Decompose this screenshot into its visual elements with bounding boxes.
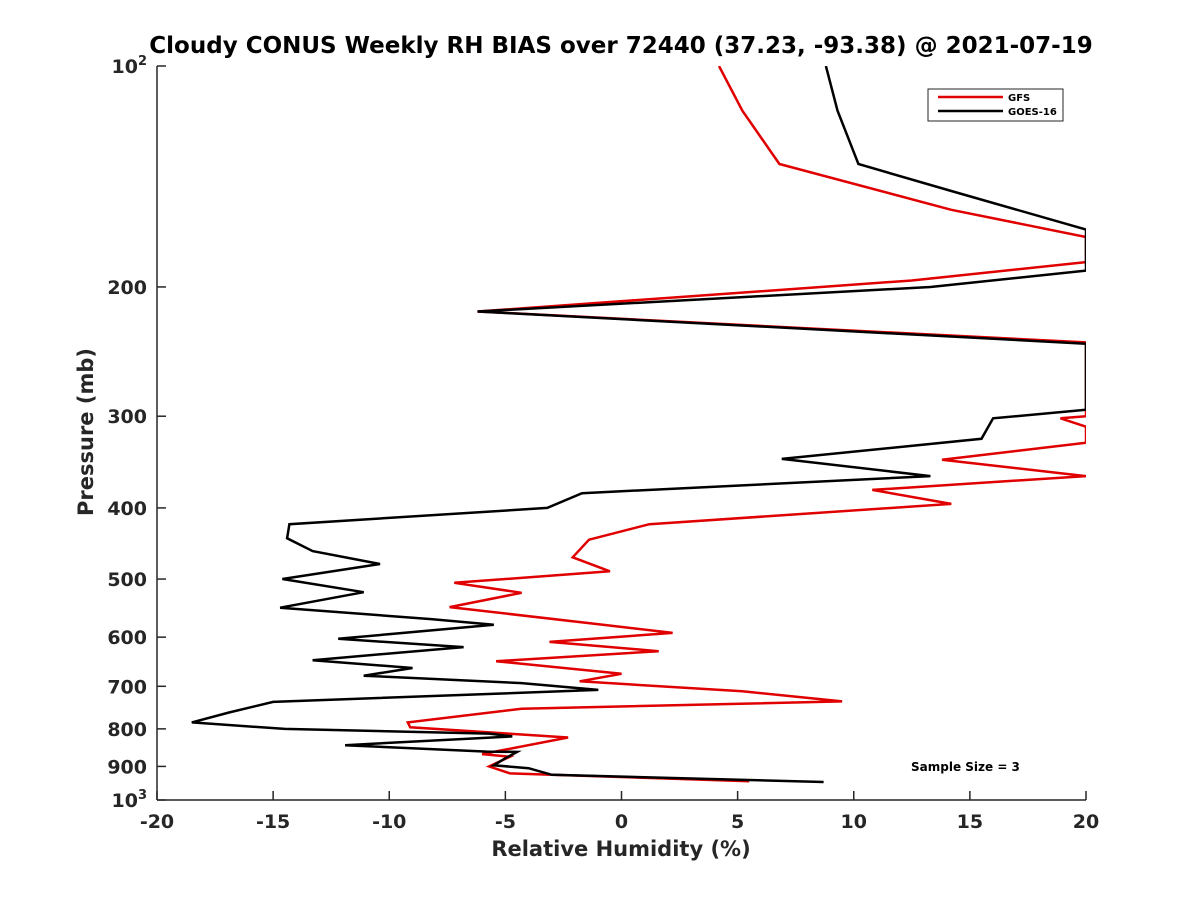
x-tick-label: 0 <box>615 811 628 833</box>
series-line-goes16 <box>191 66 1086 784</box>
y-tick-label: 102 <box>112 54 148 78</box>
chart-title: Cloudy CONUS Weekly RH BIAS over 72440 (… <box>149 33 1092 59</box>
sample-size-annotation: Sample Size = 3 <box>911 760 1020 774</box>
axes-layer: -20 -15 -10 -5 0 5 10 15 20 102 200 300 400 500 600 700… <box>107 54 1099 833</box>
x-tick-label: -20 <box>140 811 174 833</box>
y-tick-label: 103 <box>112 788 148 812</box>
y-tick-label: 900 <box>107 756 147 778</box>
y-tick-label: 800 <box>107 719 147 741</box>
y-tick-label: 700 <box>107 676 147 698</box>
legend-label-goes16: GOES-16 <box>1008 107 1057 118</box>
x-tick-label: -10 <box>372 811 406 833</box>
x-tick-label: -5 <box>495 811 516 833</box>
y-tick-label: 400 <box>107 498 147 520</box>
x-axis-title: Relative Humidity (%) <box>491 837 750 861</box>
plot-area: -20 -15 -10 -5 0 5 10 15 20 102 200 300 400 500 600 700… <box>107 54 1099 833</box>
y-axis-title: Pressure (mb) <box>74 348 98 516</box>
y-tick-label: 500 <box>107 569 147 591</box>
legend-label-gfs: GFS <box>1008 93 1030 104</box>
x-tick-label: 5 <box>731 811 744 833</box>
x-tick-label: 10 <box>841 811 867 833</box>
y-tick-label: 300 <box>107 406 147 428</box>
y-tick-label: 600 <box>107 627 147 649</box>
legend: GFS GOES-16 <box>927 88 1064 122</box>
legend-box <box>927 88 1064 122</box>
x-tick-label: 20 <box>1073 811 1099 833</box>
x-tick-label: -15 <box>256 811 290 833</box>
x-tick-label: 15 <box>957 811 983 833</box>
y-tick-label: 200 <box>107 277 147 299</box>
series-layer <box>191 66 1086 784</box>
